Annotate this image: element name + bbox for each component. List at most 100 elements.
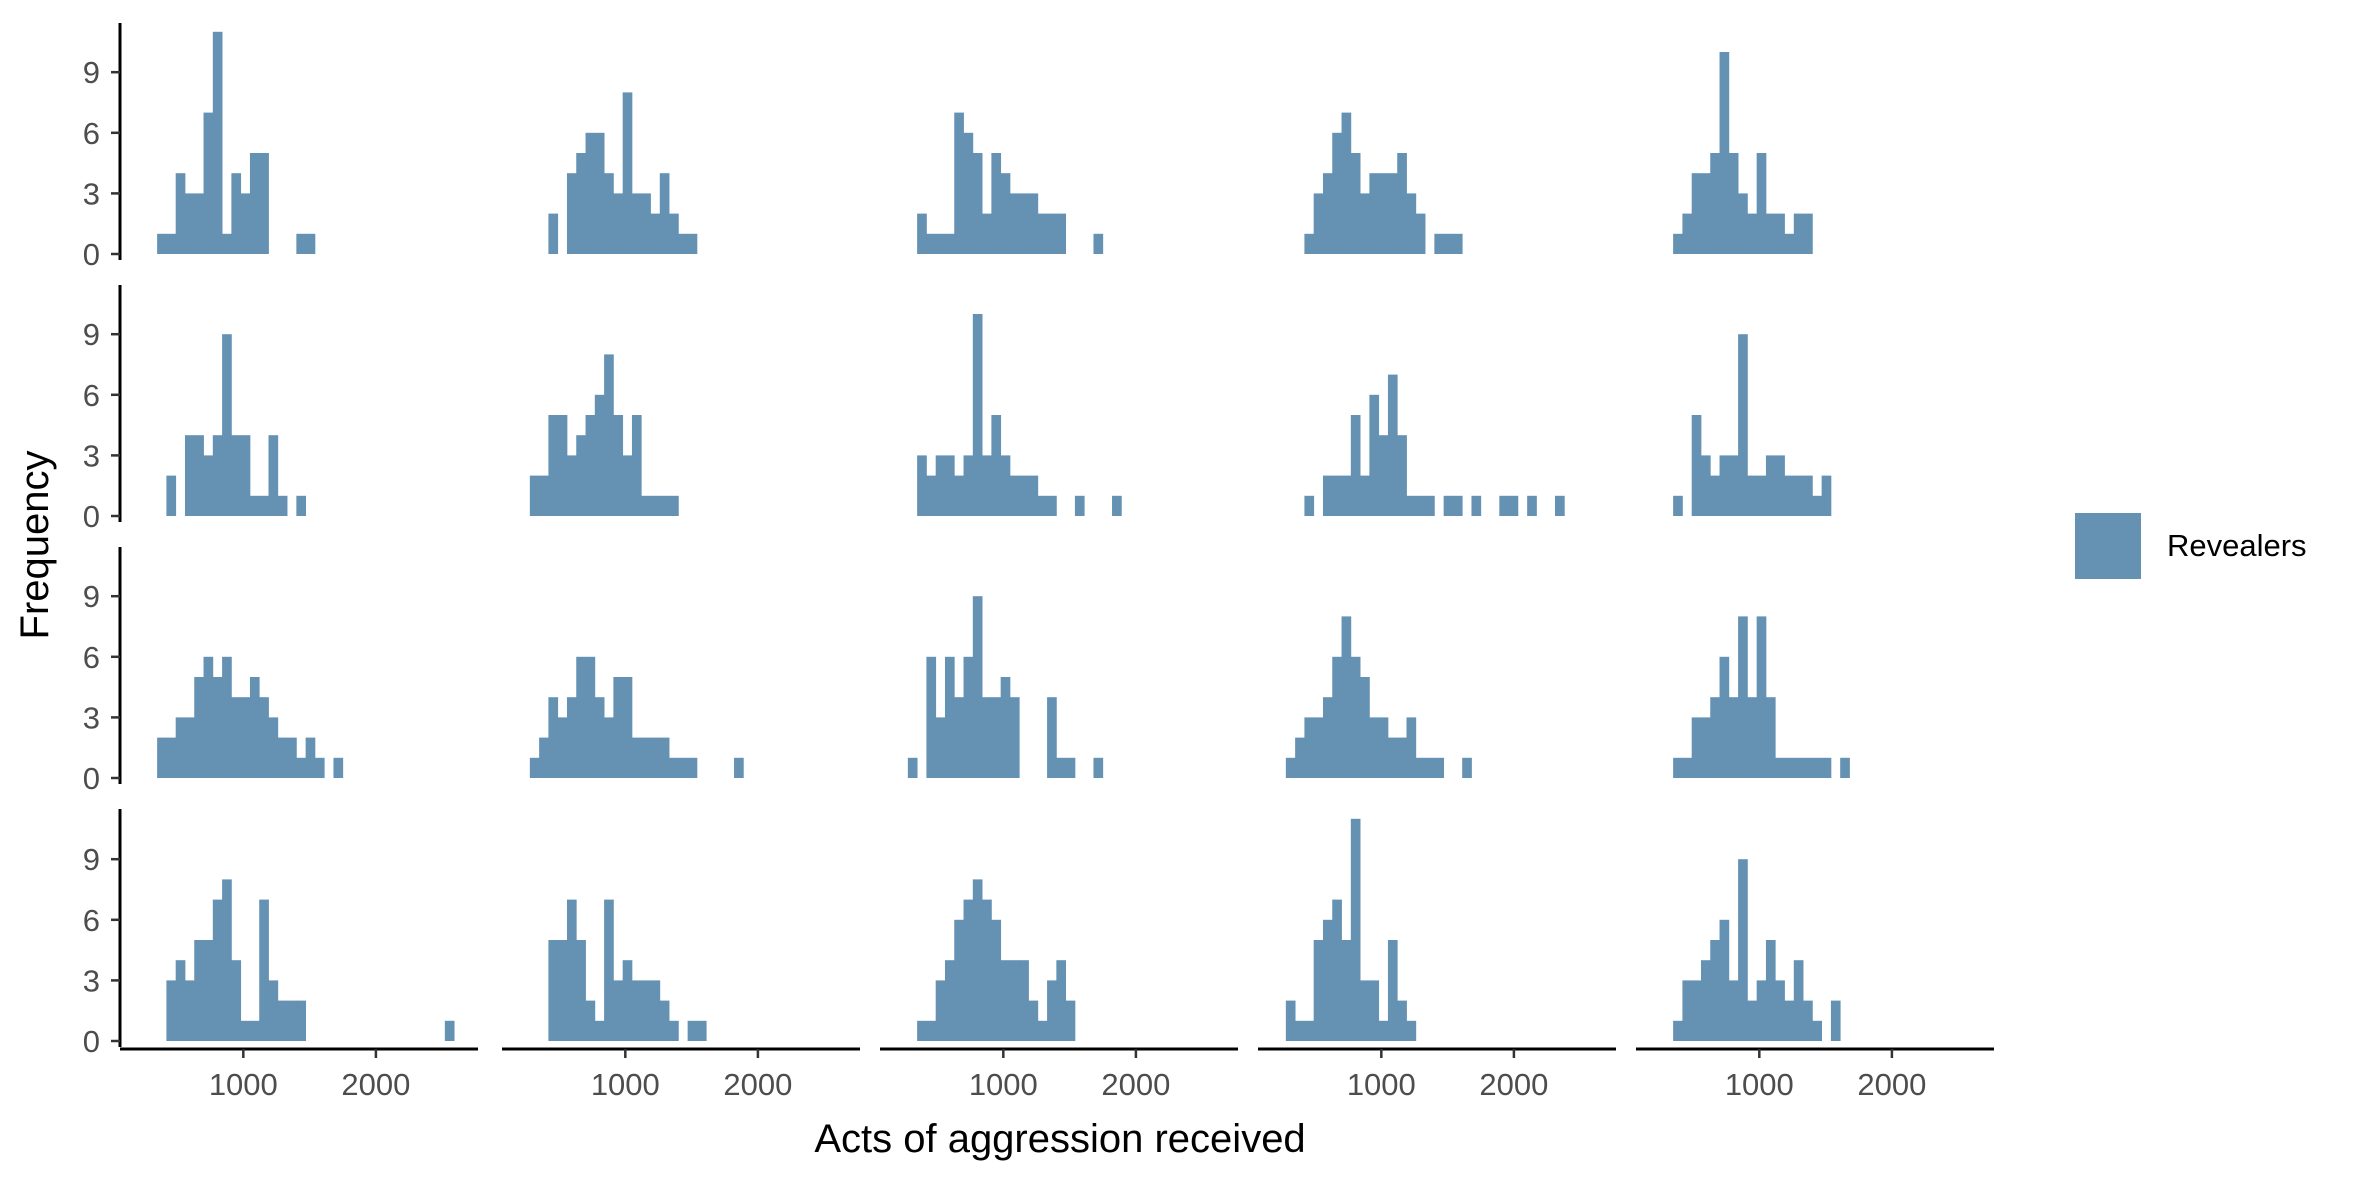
histogram-bar — [1313, 717, 1324, 778]
histogram-bar — [1452, 495, 1463, 516]
histogram-bar — [944, 233, 955, 254]
histogram-bar — [1397, 435, 1407, 516]
histogram-bar — [1803, 213, 1813, 254]
histogram-bar — [194, 193, 204, 254]
histogram-bar — [1304, 495, 1315, 516]
x-tick-label: 1000 — [969, 1067, 1038, 1102]
histogram-bar — [566, 697, 577, 778]
histogram-bar — [1719, 455, 1730, 516]
histogram-bar — [1028, 1000, 1039, 1041]
histogram-bar — [935, 980, 946, 1041]
histogram-bar — [1093, 757, 1104, 778]
histogram-bar — [212, 899, 223, 1041]
histogram-bar — [557, 415, 568, 516]
histogram-bar — [231, 173, 242, 254]
panel-r1-c3 — [917, 112, 1104, 254]
histogram-bar — [1322, 919, 1333, 1041]
panel-r2-c4 — [1304, 374, 1565, 516]
histogram-bar — [529, 757, 540, 778]
y-tick-label: 9 — [83, 317, 100, 352]
histogram-bar — [963, 455, 974, 516]
histogram-bar — [650, 980, 661, 1041]
histogram-bar — [1341, 112, 1352, 254]
histogram-bar — [1285, 757, 1296, 778]
panel-r1-c5 — [1673, 52, 1813, 254]
histogram-bar — [157, 737, 167, 778]
histogram-bar — [548, 213, 559, 254]
histogram-bar — [1295, 737, 1305, 778]
histogram-bar — [926, 233, 937, 254]
panel-r1-c2 — [548, 92, 698, 255]
y-tick-label: 3 — [83, 438, 100, 473]
histogram-bar — [1093, 233, 1104, 254]
histogram-bar — [1728, 153, 1739, 254]
histogram-bar — [1047, 980, 1057, 1041]
histogram-bar — [954, 112, 964, 254]
histogram-bar — [631, 980, 642, 1041]
histogram-bar — [1747, 475, 1758, 516]
histogram-bar — [166, 980, 177, 1041]
histogram-bar — [557, 717, 568, 778]
histogram-bar — [1360, 193, 1370, 254]
histogram-bar — [1406, 193, 1417, 254]
histogram-bar — [1728, 455, 1739, 516]
histogram-bar — [594, 1020, 605, 1041]
histogram-bar — [641, 737, 651, 778]
histogram-bar — [1747, 1000, 1758, 1041]
histogram-bar — [907, 757, 918, 778]
histogram-bar — [1793, 475, 1804, 516]
histogram-bar — [1332, 899, 1342, 1041]
histogram-bar — [594, 394, 605, 516]
histogram-bar — [585, 1000, 596, 1041]
histogram-bar — [557, 940, 568, 1041]
histogram-bar — [1378, 435, 1389, 516]
histogram-bar — [1793, 757, 1804, 778]
histogram-bar — [1425, 757, 1435, 778]
histogram-bar — [1710, 697, 1720, 778]
histogram-bar — [991, 415, 1002, 516]
histogram-bar — [1821, 475, 1832, 516]
histogram-bar — [1508, 495, 1519, 516]
histogram-bar — [687, 233, 698, 254]
histogram-bar — [1691, 173, 1702, 254]
histogram-bar — [1397, 1000, 1407, 1041]
histogram-bar — [249, 495, 260, 516]
histogram-bar — [585, 656, 596, 778]
histogram-bar — [231, 960, 242, 1041]
histogram-bar — [1784, 475, 1795, 516]
histogram-bar — [1065, 1000, 1076, 1041]
histogram-bar — [944, 455, 955, 516]
histogram-bar — [982, 697, 992, 778]
histogram-bar — [1009, 475, 1020, 516]
histogram-bar — [194, 940, 204, 1041]
histogram-bar — [1682, 757, 1693, 778]
panel-r3-c1 — [157, 656, 344, 778]
histogram-bar — [1360, 677, 1370, 778]
x-tick-label: 2000 — [723, 1067, 792, 1102]
y-tick-label: 0 — [83, 237, 100, 272]
histogram-bar — [613, 193, 624, 254]
histogram-bar — [1360, 475, 1370, 516]
panel-r4-c2 — [548, 899, 707, 1041]
histogram-bar — [1775, 213, 1785, 254]
histogram-bar — [1700, 173, 1711, 254]
histogram-bar — [1756, 980, 1767, 1041]
histogram-bar — [1056, 960, 1067, 1041]
histogram-bar — [1682, 213, 1693, 254]
histogram-bar — [166, 233, 177, 254]
histogram-bar — [669, 1020, 679, 1041]
histogram-bar — [1700, 960, 1711, 1041]
histogram-bar — [1691, 415, 1702, 516]
histogram-bar — [212, 677, 223, 778]
x-tick-label: 1000 — [209, 1067, 278, 1102]
histogram-bar — [1028, 475, 1039, 516]
panel-r3-c3 — [907, 596, 1104, 778]
histogram-bar — [576, 940, 586, 1041]
histogram-bar — [1691, 980, 1702, 1041]
histogram-bar — [566, 455, 577, 516]
y-tick-label: 9 — [83, 842, 100, 877]
histogram-bar — [669, 213, 679, 254]
histogram-bar — [184, 193, 195, 254]
histogram-bar — [696, 1020, 707, 1041]
histogram-bar — [222, 879, 232, 1041]
